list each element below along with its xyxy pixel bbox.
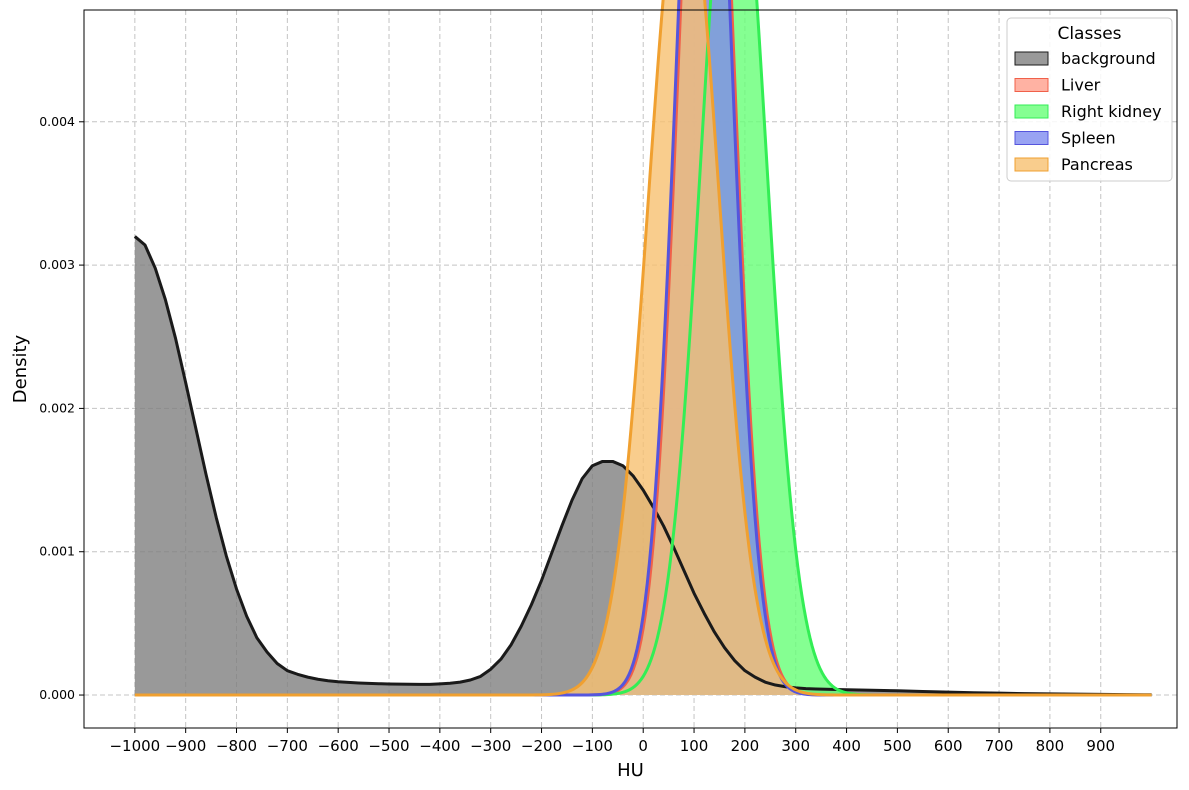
x-tick-label: 700 (985, 737, 1014, 755)
legend-swatch-pancreas (1014, 157, 1049, 172)
y-tick-label: 0.001 (39, 544, 75, 559)
x-tick-label: −100 (572, 737, 613, 755)
x-axis-label: HU (617, 760, 644, 781)
legend-title: Classes (1057, 24, 1121, 44)
y-tick-label: 0.002 (39, 400, 75, 415)
line-background (133, 235, 1152, 697)
y-axis-ticks: 0.000 0.001 0.002 0.003 0.004 (39, 114, 84, 702)
legend-swatch-background (1014, 51, 1049, 66)
x-tick-label: −400 (419, 737, 460, 755)
line-pancreas (134, 0, 1152, 697)
x-tick-label: 100 (680, 737, 709, 755)
x-tick-label: 800 (1036, 737, 1065, 755)
y-tick-label: 0.004 (39, 114, 75, 129)
y-axis-label: Density (10, 334, 31, 403)
x-tick-label: −1000 (109, 737, 160, 755)
x-tick-label: −200 (521, 737, 562, 755)
legend: Classes background Liver Right kidney Spleen… (1006, 17, 1173, 182)
legend-swatch-spleen (1014, 131, 1049, 145)
y-tick-label: 0.000 (39, 687, 75, 702)
x-tick-label: 500 (883, 737, 912, 755)
x-tick-label: −300 (470, 737, 511, 755)
x-tick-label: 600 (934, 737, 963, 755)
legend-swatch-right-kidney (1014, 104, 1049, 119)
y-tick-label: 0.003 (39, 257, 75, 272)
legend-label-right-kidney: Right kidney (1061, 102, 1162, 121)
legend-label-spleen: Spleen (1061, 129, 1116, 148)
plot-frame (83, 9, 1178, 729)
x-axis-ticks: −1000 −900 −800 −700 −600 −500 −400 −300 −200 −10… (109, 728, 1115, 755)
x-tick-label: −900 (165, 737, 206, 755)
x-tick-label: 900 (1086, 737, 1115, 755)
legend-label-pancreas: Pancreas (1061, 155, 1133, 174)
legend-label-background: background (1061, 49, 1156, 68)
x-tick-label: −700 (267, 737, 308, 755)
density-areas (134, 0, 1152, 696)
x-tick-label: 300 (781, 737, 810, 755)
area-pancreas (134, 0, 1152, 696)
x-tick-label: −500 (368, 737, 409, 755)
x-tick-label: −800 (216, 737, 257, 755)
x-tick-label: 400 (832, 737, 861, 755)
legend-swatch-liver (1014, 78, 1049, 92)
x-tick-label: −600 (318, 737, 359, 755)
x-tick-label: 200 (731, 737, 760, 755)
legend-label-liver: Liver (1061, 76, 1101, 95)
density-lines (133, 0, 1152, 697)
x-tick-label: 0 (638, 737, 648, 755)
